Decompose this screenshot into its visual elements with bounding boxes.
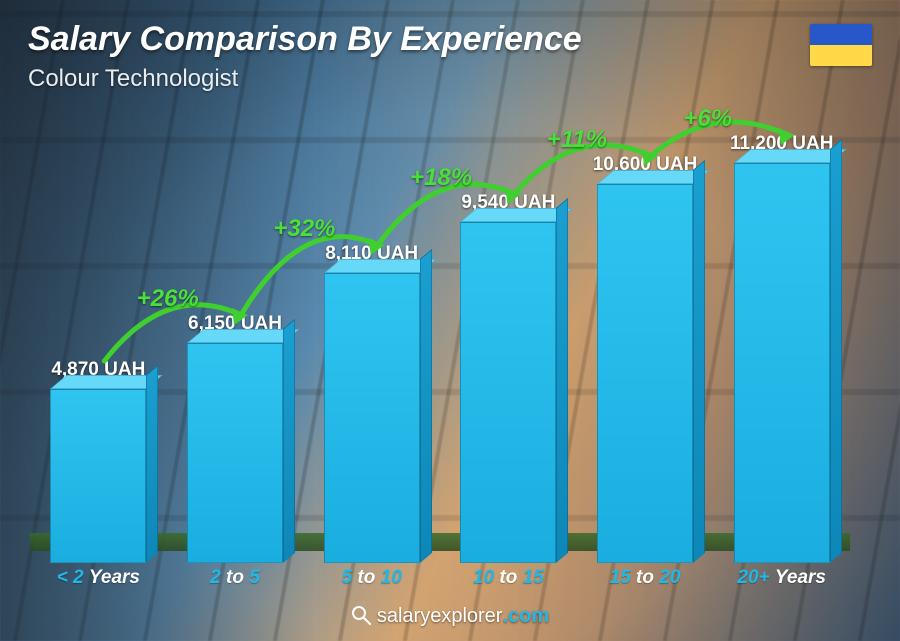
bar	[50, 389, 146, 563]
header: Salary Comparison By Experience Colour T…	[28, 20, 582, 93]
page-title: Salary Comparison By Experience	[28, 20, 582, 59]
bar-column: 9,540 UAH	[440, 120, 577, 563]
bar-column: 6,150 UAH	[167, 120, 304, 563]
x-axis-label: 2 to 5	[167, 567, 304, 593]
footer-tld: .com	[502, 605, 549, 627]
x-axis-label: 20+ Years	[713, 567, 850, 593]
bar-column: 11,200 UAH	[713, 120, 850, 563]
bar-column: 4,870 UAH	[30, 120, 167, 563]
x-axis-label: 5 to 10	[303, 567, 440, 593]
flag-top	[810, 24, 872, 45]
bar-column: 10,600 UAH	[577, 120, 714, 563]
x-axis-label: < 2 Years	[30, 567, 167, 593]
bar	[324, 273, 420, 563]
page-subtitle: Colour Technologist	[28, 65, 582, 93]
flag-icon	[810, 24, 872, 66]
footer-brand: salaryexplorer	[377, 605, 503, 627]
x-axis-label: 15 to 20	[577, 567, 714, 593]
salary-chart: 4,870 UAH6,150 UAH8,110 UAH9,540 UAH10,6…	[30, 120, 850, 593]
bar	[460, 222, 556, 563]
bar	[597, 184, 693, 563]
bar	[187, 343, 283, 563]
bar-column: 8,110 UAH	[303, 120, 440, 563]
bars-container: 4,870 UAH6,150 UAH8,110 UAH9,540 UAH10,6…	[30, 120, 850, 563]
x-axis-label: 10 to 15	[440, 567, 577, 593]
search-icon	[351, 605, 371, 631]
footer: salaryexplorer.com	[0, 605, 900, 631]
x-axis-labels: < 2 Years2 to 55 to 1010 to 1515 to 2020…	[30, 567, 850, 593]
bar	[734, 163, 830, 563]
flag-bottom	[810, 45, 872, 66]
